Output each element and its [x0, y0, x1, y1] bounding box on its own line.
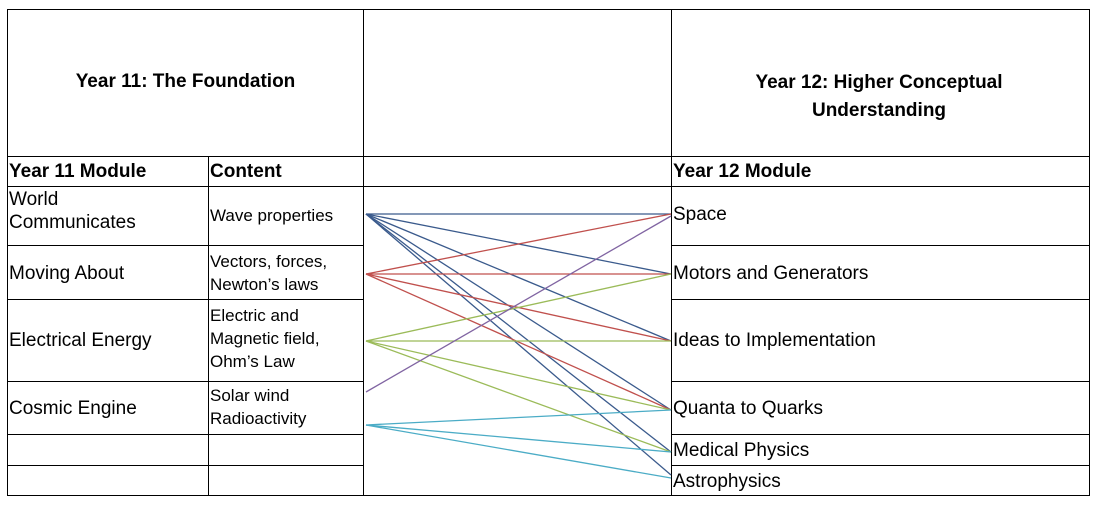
connection-lines [365, 213, 672, 479]
link-wave-quanta [365, 213, 672, 411]
link-forces-space [365, 213, 672, 275]
year12-module-header: Year 12 Module [673, 161, 812, 182]
year11-title: Year 11: The Foundation [75, 71, 296, 92]
year11-module-world-communicates: World Communicates [9, 189, 136, 233]
link-wave-ideas [365, 213, 672, 342]
link-radio-quanta [365, 409, 672, 426]
link-electrical-motors [365, 273, 672, 342]
year12-module-space: Space [673, 204, 727, 225]
link-radio-astro [365, 424, 672, 479]
link-radio-medical [365, 424, 672, 453]
content-solar-radioactivity: Solar wind Radioactivity [210, 386, 307, 428]
year11-module-electrical-energy: Electrical Energy [9, 330, 152, 351]
link-electrical-quanta [365, 340, 672, 411]
link-electrical-medical [365, 340, 672, 453]
year12-module-motors-generators: Motors and Generators [673, 263, 869, 284]
year12-module-medical-physics: Medical Physics [673, 440, 810, 461]
link-forces-quanta [365, 273, 672, 411]
year11-module-cosmic-engine: Cosmic Engine [9, 398, 137, 419]
year12-module-quanta-quarks: Quanta to Quarks [673, 398, 823, 419]
year12-module-ideas-implementation: Ideas to Implementation [673, 330, 876, 351]
year12-title: Year 12: Higher Conceptual Understanding [755, 72, 1003, 121]
content-vectors-forces: Vectors, forces, Newton’s laws [210, 252, 328, 294]
content-header: Content [210, 161, 282, 182]
link-solarwind-space [365, 215, 672, 393]
table-borders [7, 9, 1090, 496]
year12-module-astrophysics: Astrophysics [673, 471, 781, 492]
content-wave-properties: Wave properties [210, 206, 334, 225]
content-electric-magnetic: Electric and Magnetic field, Ohm’s Law [210, 306, 320, 371]
year11-module-moving-about: Moving About [9, 263, 125, 284]
link-wave-medical [365, 213, 672, 453]
year11-module-header: Year 11 Module [9, 161, 147, 182]
link-wave-astro [365, 213, 672, 476]
